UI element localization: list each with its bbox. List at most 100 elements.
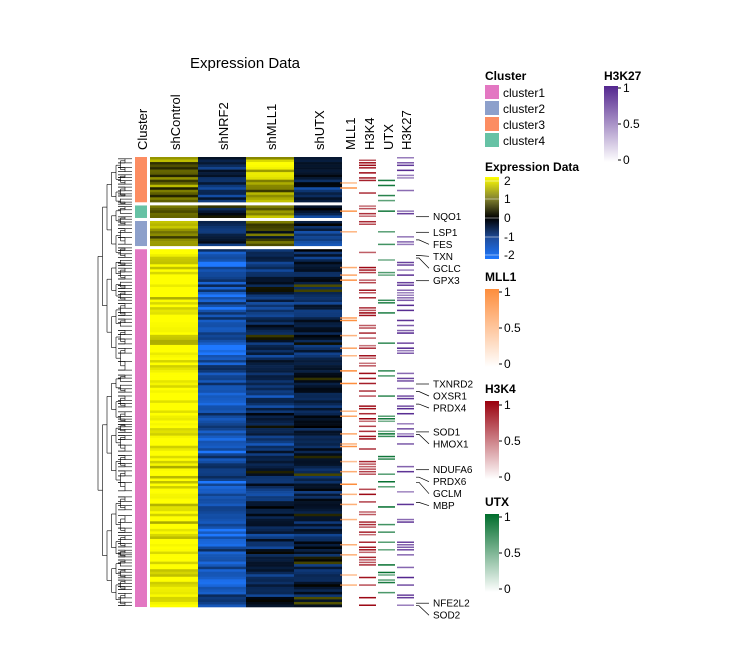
heatmap-cell [198,284,246,288]
heatmap-cell [198,349,246,353]
heatmap-cell [198,286,246,290]
heatmap-cell [198,251,246,255]
annotation-mark [340,370,357,372]
annotation-mark [359,207,376,210]
heatmap-cell [150,220,198,224]
heatmap-cell [150,601,198,605]
cluster3-swatch [485,117,499,131]
heatmap-cell [246,569,294,573]
annotation-mark [378,523,395,526]
heatmap-cell [294,443,342,447]
heatmap-cell [246,395,294,399]
heatmap-cell [198,546,246,550]
annotation-mark [359,473,376,475]
heatmap-cell [150,251,198,255]
annotation-mark [359,511,376,513]
annotation-mark [359,309,376,312]
heatmap-cell [294,473,342,477]
utx-legend: UTX 1 0.5 0 [485,495,521,596]
heatmap-cell [150,169,198,173]
heatmap-cell [198,231,246,234]
gene-label: LSP1 [433,228,458,239]
annotation-mark [340,355,357,357]
heatmap-cell [294,523,342,527]
heatmap-cell [294,184,342,188]
annotation-mark [359,407,376,410]
annotation-mark [397,352,414,354]
annotation-mark [359,465,376,468]
heatmap-cell [198,463,246,467]
annotation-mark [397,576,414,579]
heatmap-cell [246,243,294,247]
heatmap-cell [246,304,294,308]
heatmap-cell [294,415,342,419]
annotation-mark [359,438,376,440]
heatmap-cell [198,559,246,562]
annotation-mark [359,269,376,271]
heatmap-cell [198,516,246,520]
annotation-mark [359,448,376,450]
heatmap-cell [198,375,246,378]
heatmap-cell [150,342,198,346]
annotation-mark [340,274,357,276]
annotation-mark [359,556,376,559]
heatmap-cell [294,536,342,540]
heatmap-cell [246,289,294,293]
heatmap-cell [150,410,198,414]
heatmap-cell [150,284,198,288]
heatmap-cell [150,192,198,196]
heatmap-cell [246,589,294,593]
heatmap-cell [294,370,342,373]
heatmap-cell [198,435,246,439]
annotation-mark [359,521,376,523]
heatmap-cell [198,367,246,371]
heatmap-cell [198,297,246,300]
gene-label: NDUFA6 [433,465,473,476]
annotation-mark [359,327,376,329]
heatmap-cell [150,159,198,163]
heatmap-cell [294,445,342,449]
heatmap-cell [150,455,198,459]
heatmap-cell [294,554,342,557]
heatmap-cell [150,231,198,234]
heatmap-cell [246,430,294,434]
heatmap-cell [246,491,294,494]
expression-tick-2: 2 [504,174,511,188]
heatmap-cell [150,397,198,401]
annotation-mark [397,470,414,473]
heatmap-cell [246,458,294,462]
heatmap-cell [198,450,246,454]
heatmap-cell [294,541,342,545]
heatmap-cell [150,402,198,406]
heatmap-cell [294,372,342,376]
annotation-mark [359,212,376,215]
heatmap-cell [198,549,246,552]
heatmap-cell [246,579,294,583]
heatmap-cell [294,571,342,575]
h3k27-tick-0: 0 [623,153,630,167]
heatmap-cell [246,332,294,336]
annotation-mark [359,281,376,284]
heatmap-cell [198,561,246,565]
heatmap-cell [198,317,246,321]
heatmap-cell [198,418,246,421]
heatmap-cell [150,559,198,562]
heatmap-cell [198,319,246,323]
heatmap-cell [246,405,294,409]
heatmap-cell [246,294,294,298]
heatmap-cell [294,566,342,570]
heatmap-cell [294,284,342,288]
heatmap-cell [198,299,246,303]
annotation-mark [340,470,357,473]
annotation-mark [378,370,395,372]
heatmap-cell [246,187,294,191]
annotation-mark [359,531,376,533]
heatmap-cell [198,377,246,381]
heatmap-cell [198,342,246,346]
heatmap-cell [246,238,294,242]
heatmap-cell [198,475,246,479]
heatmap-cell [294,254,342,258]
annotation-mark [359,559,376,561]
annotation-mark [378,184,395,187]
annotation-mark [397,566,414,569]
